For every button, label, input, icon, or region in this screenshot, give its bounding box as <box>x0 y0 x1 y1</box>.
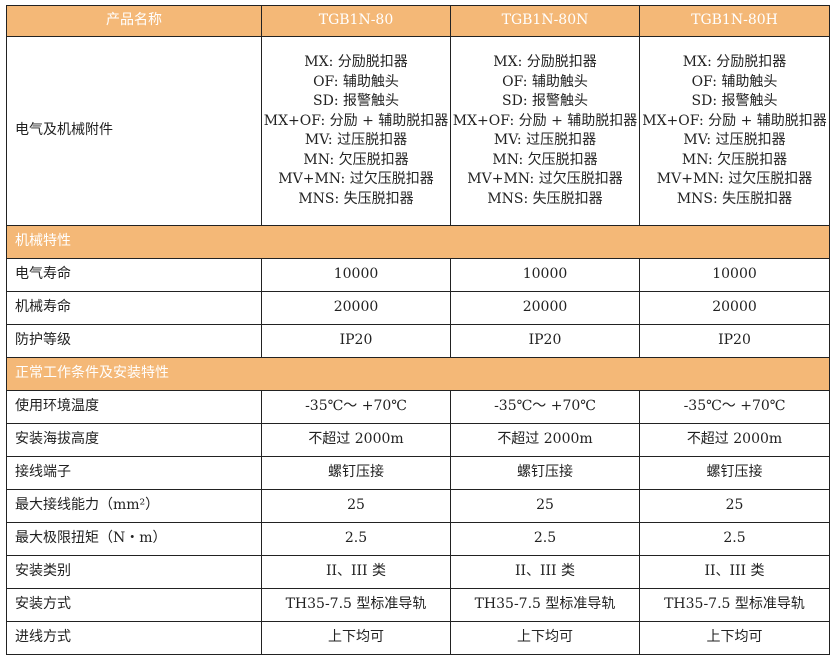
row-label: 进线方式 <box>6 621 262 655</box>
accessory-line: OF: 辅助触头 <box>691 73 778 90</box>
table-row: 防护等级 IP20 IP20 IP20 <box>6 324 830 358</box>
value-cell: 不超过 2000m <box>450 423 640 457</box>
accessory-line: MX: 分励脱扣器 <box>682 54 787 70</box>
table-row: 最大极限扭矩（N・m） 2.5 2.5 2.5 <box>6 522 830 556</box>
accessories-cell: MX: 分励脱扣器 OF: 辅助触头 SD: 报警触头 MX+OF: 分励 + 辅助脱… <box>639 36 830 226</box>
section-header: 机械特性 <box>6 225 830 259</box>
row-label: 安装海拔高度 <box>6 423 262 457</box>
table-row: 最大接线能力（mm²） 25 25 25 <box>6 489 830 523</box>
accessories-cell: MX: 分励脱扣器 OF: 辅助触头 SD: 报警触头 MX+OF: 分励 + 辅助脱… <box>261 36 451 226</box>
value-cell: 25 <box>450 489 640 523</box>
accessory-line: MNS: 失压脱扣器 <box>298 190 414 207</box>
table-row: 安装方式 TH35-7.5 型标准导轨 TH35-7.5 型标准导轨 TH35-7.5… <box>6 588 830 622</box>
value-cell: TH35-7.5 型标准导轨 <box>261 588 451 622</box>
value-cell: II、III 类 <box>450 555 640 589</box>
table-row: 机械寿命 20000 20000 20000 <box>6 291 830 325</box>
accessory-line: MV: 过压脱扣器 <box>493 132 597 148</box>
accessory-line: MX+OF: 分励 + 辅助脱扣器 <box>452 112 638 129</box>
value-cell: -35℃～ +70℃ <box>261 390 451 424</box>
table-row: 安装类别 II、III 类 II、III 类 II、III 类 <box>6 555 830 589</box>
accessory-line: MV+MN: 过欠压脱扣器 <box>656 171 813 187</box>
value-cell: IP20 <box>450 324 640 358</box>
accessory-line: MNS: 失压脱扣器 <box>487 190 603 207</box>
value-cell: 25 <box>639 489 830 523</box>
accessory-line: MN: 欠压脱扣器 <box>681 151 788 168</box>
accessory-line: MN: 欠压脱扣器 <box>303 151 409 168</box>
value-cell: 2.5 <box>261 522 451 556</box>
value-cell: 2.5 <box>639 522 830 556</box>
row-label: 使用环境温度 <box>6 390 262 424</box>
value-cell: 螺钉压接 <box>639 456 830 490</box>
table-row: 进线方式 上下均可 上下均可 上下均可 <box>6 621 830 655</box>
spec-table: 产品名称 TGB1N-80 TGB1N-80N TGB1N-80H 电气及机械附… <box>6 5 830 655</box>
accessory-line: MNS: 失压脱扣器 <box>676 190 793 207</box>
value-cell: 10000 <box>450 258 640 292</box>
section-header: 正常工作条件及安装特性 <box>6 357 830 391</box>
table-row: 接线端子 螺钉压接 螺钉压接 螺钉压接 <box>6 456 830 490</box>
value-cell: II、III 类 <box>639 555 830 589</box>
row-label: 安装类别 <box>6 555 262 589</box>
value-cell: 20000 <box>450 291 640 325</box>
row-label: 电气及机械附件 <box>6 36 262 226</box>
value-cell: 螺钉压接 <box>450 456 640 490</box>
value-cell: 10000 <box>261 258 451 292</box>
accessories-row: 电气及机械附件 MX: 分励脱扣器 OF: 辅助触头 SD: 报警触头 MX+OF: … <box>6 36 830 226</box>
header-row: 产品名称 TGB1N-80 TGB1N-80N TGB1N-80H <box>6 5 830 37</box>
value-cell: 20000 <box>639 291 830 325</box>
accessory-line: MV+MN: 过欠压脱扣器 <box>278 171 434 187</box>
row-label: 接线端子 <box>6 456 262 490</box>
row-label: 机械寿命 <box>6 291 262 325</box>
accessory-line: MV+MN: 过欠压脱扣器 <box>467 171 623 187</box>
row-label: 最大极限扭矩（N・m） <box>6 522 262 556</box>
accessory-line: MX+OF: 分励 + 辅助脱扣器 <box>263 112 449 129</box>
accessory-line: SD: 报警触头 <box>502 93 588 109</box>
value-cell: 不超过 2000m <box>261 423 451 457</box>
value-cell: IP20 <box>261 324 451 358</box>
value-cell: 上下均可 <box>261 621 451 655</box>
value-cell: 10000 <box>639 258 830 292</box>
table-row: 安装海拔高度 不超过 2000m 不超过 2000m 不超过 2000m <box>6 423 830 457</box>
value-cell: -35℃～ +70℃ <box>450 390 640 424</box>
table-row: 电气寿命 10000 10000 10000 <box>6 258 830 292</box>
model-header: TGB1N-80H <box>639 5 830 37</box>
accessory-line: SD: 报警触头 <box>313 93 399 109</box>
value-cell: 2.5 <box>450 522 640 556</box>
row-label: 电气寿命 <box>6 258 262 292</box>
row-label: 最大接线能力（mm²） <box>6 489 262 523</box>
value-cell: IP20 <box>639 324 830 358</box>
section-title: 正常工作条件及安装特性 <box>6 357 830 391</box>
accessory-line: MV: 过压脱扣器 <box>304 132 408 148</box>
accessory-line: MV: 过压脱扣器 <box>683 132 786 148</box>
model-header: TGB1N-80N <box>450 5 640 37</box>
accessory-line: MX+OF: 分励 + 辅助脱扣器 <box>642 112 827 129</box>
value-cell: TH35-7.5 型标准导轨 <box>639 588 830 622</box>
value-cell: 上下均可 <box>639 621 830 655</box>
header-label: 产品名称 <box>6 5 262 37</box>
section-title: 机械特性 <box>6 225 830 259</box>
accessories-cell: MX: 分励脱扣器 OF: 辅助触头 SD: 报警触头 MX+OF: 分励 + 辅助脱… <box>450 36 640 226</box>
row-label: 防护等级 <box>6 324 262 358</box>
value-cell: 25 <box>261 489 451 523</box>
model-header: TGB1N-80 <box>261 5 451 37</box>
accessory-line: OF: 辅助触头 <box>313 73 399 90</box>
accessory-line: MX: 分励脱扣器 <box>493 54 597 70</box>
accessory-line: MX: 分励脱扣器 <box>304 54 408 70</box>
accessory-line: OF: 辅助触头 <box>502 73 588 90</box>
row-label: 安装方式 <box>6 588 262 622</box>
value-cell: 上下均可 <box>450 621 640 655</box>
accessory-line: MN: 欠压脱扣器 <box>492 151 598 168</box>
table-row: 使用环境温度 -35℃～ +70℃ -35℃～ +70℃ -35℃～ +70℃ <box>6 390 830 424</box>
value-cell: TH35-7.5 型标准导轨 <box>450 588 640 622</box>
value-cell: -35℃～ +70℃ <box>639 390 830 424</box>
value-cell: 螺钉压接 <box>261 456 451 490</box>
value-cell: 不超过 2000m <box>639 423 830 457</box>
accessory-line: SD: 报警触头 <box>691 93 778 109</box>
value-cell: 20000 <box>261 291 451 325</box>
value-cell: II、III 类 <box>261 555 451 589</box>
